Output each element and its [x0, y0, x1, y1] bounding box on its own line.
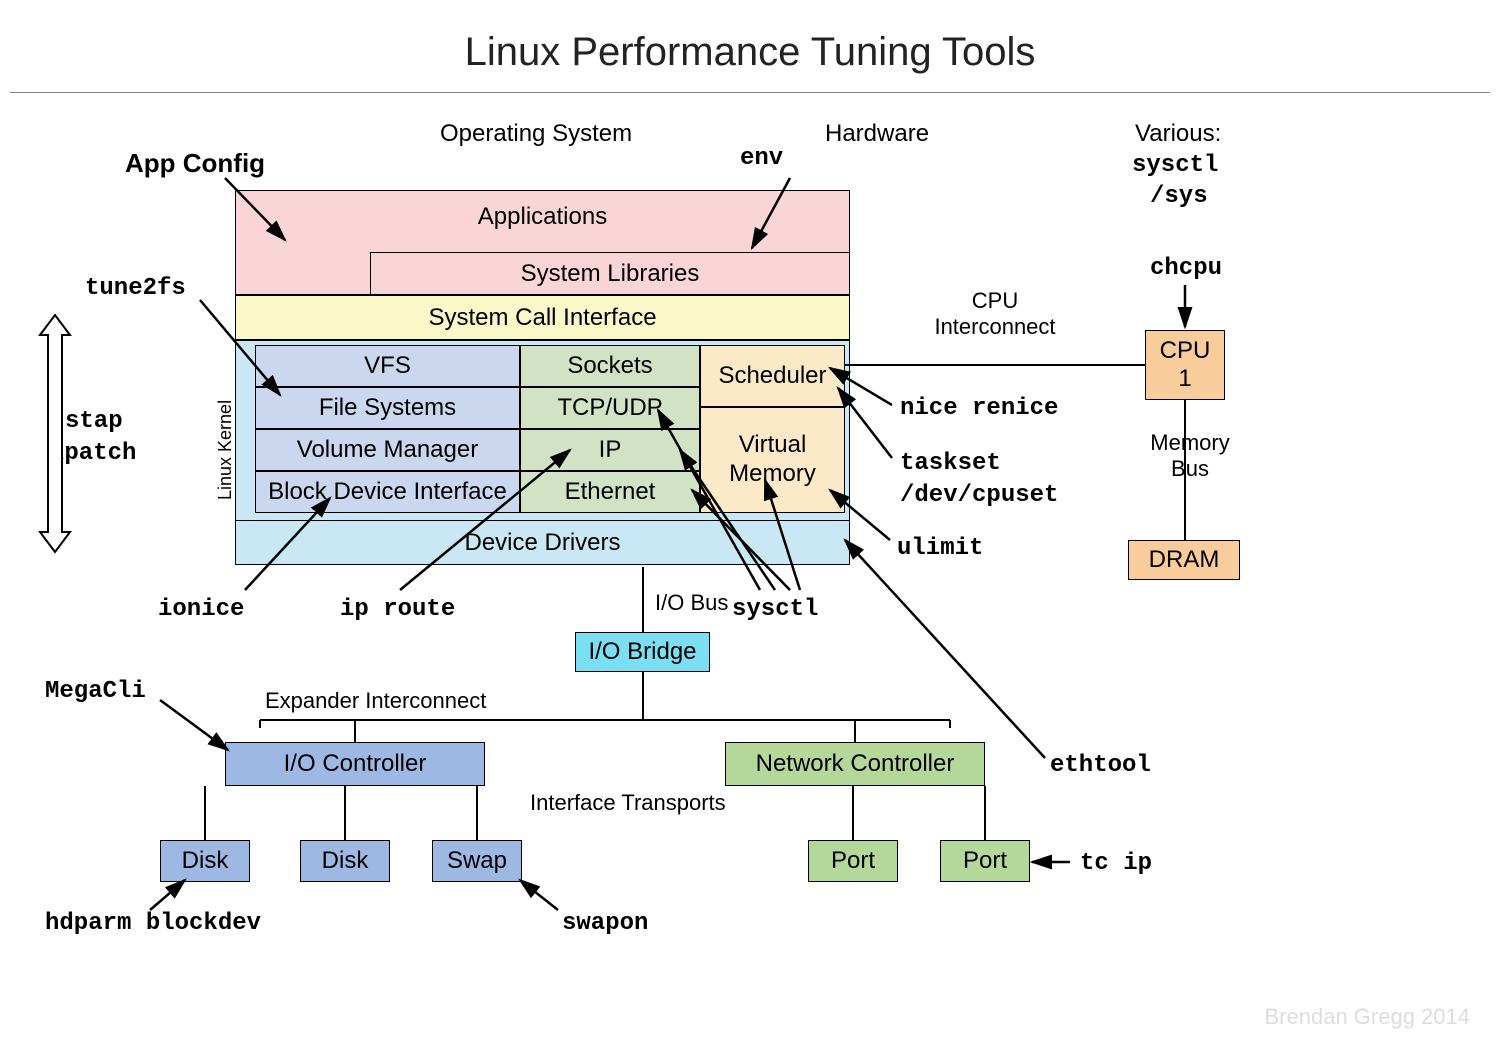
ioctrl-box: I/O Controller — [225, 742, 485, 786]
megacli-label: MegaCli — [45, 678, 146, 705]
hdparm-label: hdparm blockdev — [45, 910, 261, 937]
ionice-label: ionice — [158, 596, 244, 623]
vmem-box: Virtual Memory — [700, 407, 845, 513]
sysctl2-label: sysctl — [1132, 152, 1218, 179]
kpatch-label: kpatch — [50, 440, 136, 467]
ip-box: IP — [520, 429, 700, 471]
sockets-box: Sockets — [520, 345, 700, 387]
iftrans-label: Interface Transports — [530, 790, 726, 816]
vfs-box: VFS — [255, 345, 520, 387]
iproute-label: ip route — [340, 596, 455, 623]
membus-label: Memory Bus — [1145, 430, 1235, 483]
cpu-box: CPU 1 — [1145, 330, 1225, 400]
credit-label: Brendan Gregg 2014 — [1265, 1004, 1471, 1030]
disk2-box: Disk — [300, 840, 390, 882]
sys-label: /sys — [1150, 183, 1208, 210]
env-label: env — [740, 145, 783, 172]
kernel-side-label: Linux Kernel — [215, 340, 236, 500]
cpuic-label: CPU Interconnect — [920, 288, 1070, 341]
appcfg-label: App Config — [125, 148, 265, 179]
sysctl-label: sysctl — [732, 596, 818, 623]
taskset-label: taskset — [900, 450, 1001, 477]
iobridge-box: I/O Bridge — [575, 632, 710, 672]
port1-box: Port — [808, 840, 898, 882]
cpuset-label: /dev/cpuset — [900, 482, 1058, 509]
swapon-label: swapon — [562, 910, 648, 937]
chcpu-label: chcpu — [1150, 255, 1222, 282]
swap-box: Swap — [432, 840, 522, 882]
port2-box: Port — [940, 840, 1030, 882]
hw-label: Hardware — [825, 120, 929, 148]
expander-label: Expander Interconnect — [265, 688, 486, 714]
syscall-box: System Call Interface — [235, 295, 850, 340]
tune2fs-label: tune2fs — [85, 275, 186, 302]
iobus-label: I/O Bus — [655, 590, 728, 616]
title-divider — [10, 92, 1490, 93]
eth-box: Ethernet — [520, 471, 700, 513]
various-label: Various: — [1135, 120, 1221, 148]
syslib-box: System Libraries — [370, 252, 850, 295]
netctrl-box: Network Controller — [725, 742, 985, 786]
ethtool-label: ethtool — [1050, 752, 1151, 779]
tcpudp-box: TCP/UDP — [520, 387, 700, 429]
bdi-box: Block Device Interface — [255, 471, 520, 513]
sched-box: Scheduler — [700, 345, 845, 407]
page-title: Linux Performance Tuning Tools — [0, 30, 1500, 75]
os-label: Operating System — [440, 120, 632, 148]
nice-label: nice renice — [900, 395, 1058, 422]
volmgr-box: Volume Manager — [255, 429, 520, 471]
tcip-label: tc ip — [1080, 850, 1152, 877]
fs-box: File Systems — [255, 387, 520, 429]
dram-box: DRAM — [1128, 540, 1240, 580]
disk1-box: Disk — [160, 840, 250, 882]
stap-label: stap — [65, 408, 123, 435]
ulimit-label: ulimit — [897, 535, 983, 562]
drivers-box: Device Drivers — [235, 520, 850, 565]
